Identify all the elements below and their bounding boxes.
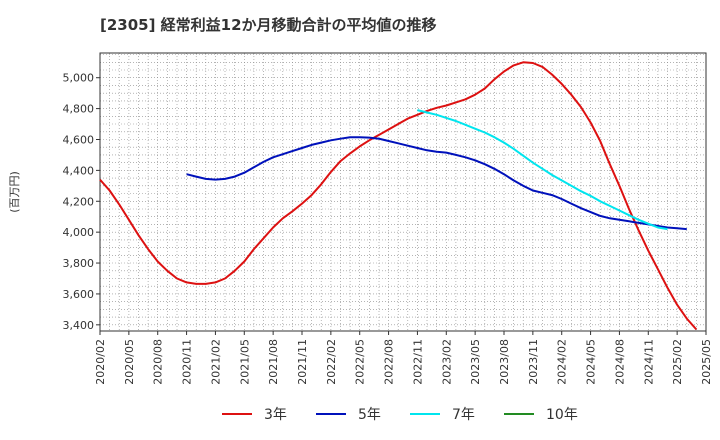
y-tick-label: 4,800 <box>63 103 95 116</box>
series-line-1 <box>186 136 687 231</box>
line-chart: 3,400 3,600 3,800 4,000 4,200 4,400 4,600 4,800… <box>8 52 713 385</box>
x-tick-label: 2023/11 <box>527 339 540 385</box>
x-tick-label: 2020/05 <box>123 339 136 385</box>
legend-label: 3年 <box>264 407 287 423</box>
y-tick-label: 3,400 <box>63 319 95 332</box>
x-tick-label: 2025/05 <box>700 339 713 385</box>
legend-item-7y: 7年 <box>410 400 475 428</box>
x-tick-label: 2022/11 <box>411 339 424 385</box>
x-tick-label: 2022/05 <box>354 339 367 385</box>
legend-label: 5年 <box>358 407 381 423</box>
series-lines <box>99 61 698 331</box>
y-tick-label: 5,000 <box>63 72 95 85</box>
y-tick-label: 4,000 <box>63 226 95 239</box>
x-tick-label: 2020/02 <box>94 339 107 385</box>
series-line-2 <box>417 109 668 231</box>
legend: 3年 5年 7年 10年 <box>0 400 720 428</box>
y-tick-label: 3,600 <box>63 288 95 301</box>
legend-item-5y: 5年 <box>316 400 381 428</box>
legend-swatch <box>410 413 440 415</box>
legend-swatch <box>316 413 346 415</box>
grid-lines <box>100 53 706 331</box>
x-tick-label: 2021/05 <box>238 339 251 385</box>
x-tick-label: 2023/05 <box>469 339 482 385</box>
x-tick-label: 2025/02 <box>671 339 684 385</box>
x-tick-label: 2021/08 <box>267 339 280 385</box>
legend-label: 7年 <box>452 407 475 423</box>
legend-swatch <box>222 413 252 415</box>
y-tick-label: 4,200 <box>63 195 95 208</box>
x-tick-label: 2024/05 <box>585 339 598 385</box>
y-axis-title: (百万円) <box>8 171 21 213</box>
y-tick-label: 3,800 <box>63 257 95 270</box>
x-axis-ticks: 2020/02 2020/05 2020/08 2020/11 2021/02 2021/… <box>94 331 713 385</box>
x-tick-label: 2021/11 <box>296 339 309 385</box>
y-tick-label: 4,600 <box>63 133 95 146</box>
x-tick-label: 2024/08 <box>613 339 626 385</box>
x-tick-label: 2022/08 <box>383 339 396 385</box>
y-tick-label: 4,400 <box>63 164 95 177</box>
x-tick-label: 2024/11 <box>642 339 655 385</box>
plot-area-frame <box>99 52 707 332</box>
chart-title: [2305] 経常利益12か月移動合計の平均値の推移 <box>100 16 437 34</box>
x-tick-label: 2024/02 <box>556 339 569 385</box>
series-line-0 <box>99 61 698 331</box>
x-tick-label: 2020/11 <box>181 339 194 385</box>
x-tick-label: 2021/02 <box>209 339 222 385</box>
y-axis-ticks: 3,400 3,600 3,800 4,000 4,200 4,400 4,600 4,800… <box>63 72 100 332</box>
legend-swatch <box>504 413 534 415</box>
legend-item-3y: 3年 <box>222 400 287 428</box>
x-tick-label: 2020/08 <box>152 339 165 385</box>
x-tick-label: 2022/02 <box>325 339 338 385</box>
x-tick-label: 2023/08 <box>498 339 511 385</box>
legend-label: 10年 <box>546 407 578 423</box>
legend-item-10y: 10年 <box>504 400 578 428</box>
x-tick-label: 2023/02 <box>440 339 453 385</box>
